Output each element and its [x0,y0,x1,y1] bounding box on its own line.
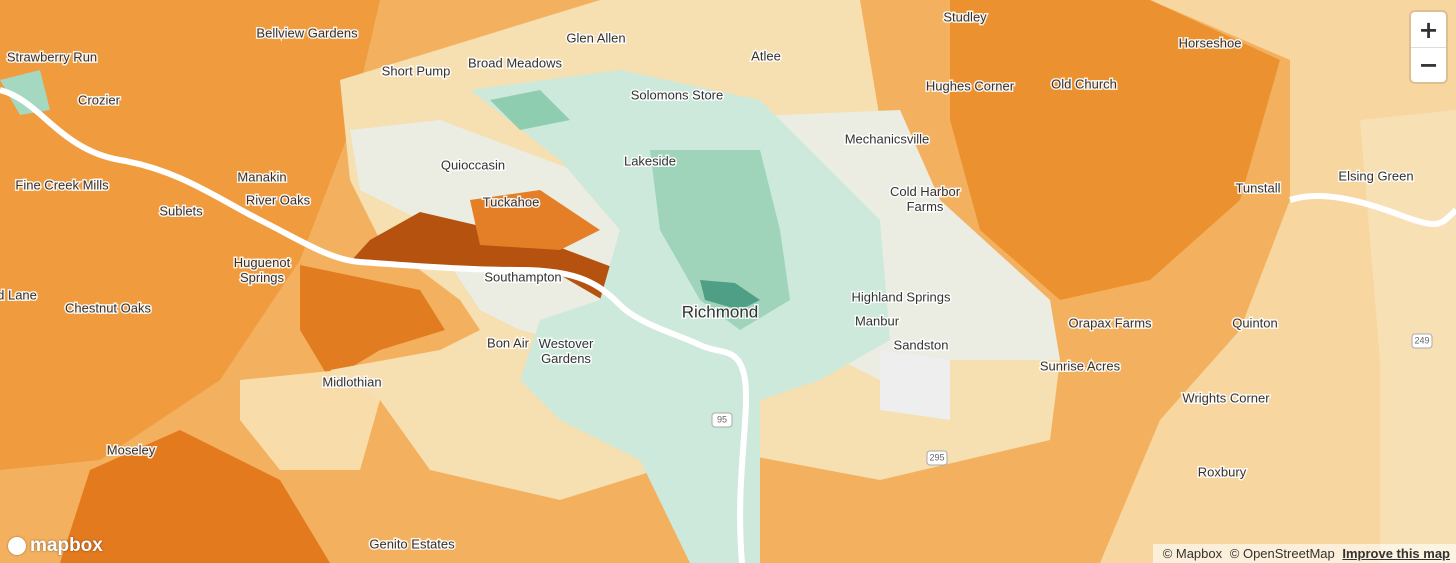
region [950,0,1280,300]
place-label-line: Farms [907,199,944,214]
region [350,212,620,310]
place-label-line: Westover [539,336,594,351]
attribution-link[interactable]: © OpenStreetMap [1229,546,1335,561]
region [470,70,890,563]
place-label: Sunrise Acres [1040,358,1121,373]
city-label: Richmond [682,302,759,321]
place-label: Crozier [78,92,121,107]
place-label: Glen Allen [566,30,625,45]
mapbox-logo[interactable]: mapbox [8,535,103,557]
shield-label: 249 [1414,335,1429,345]
place-label: Tunstall [1235,180,1280,195]
place-label: Mechanicsville [845,131,930,146]
region [880,350,950,420]
place-label: Bellview Gardens [256,25,358,40]
attribution: © Mapbox © OpenStreetMap Improve this ma… [1152,544,1456,563]
place-label: Manbur [855,313,900,328]
region [490,90,570,130]
shield-label: 95 [717,414,727,424]
place-label: Solomons Store [631,87,724,102]
place-label: Orapax Farms [1068,315,1152,330]
logo-text: mapbox [30,535,103,556]
shield-label: 295 [929,452,944,462]
place-label: Manakin [237,169,286,184]
place-label: Elsing Green [1338,168,1413,183]
region [240,370,380,470]
place-label-line: Springs [240,270,285,285]
place-label: Old Church [1051,76,1117,91]
place-label: Short Pump [382,63,451,78]
attribution-link[interactable]: © Mapbox [1162,546,1223,561]
region [700,280,760,310]
place-label: Tuckahoe [483,194,540,209]
place-label: Hughes Corner [926,78,1015,93]
place-label-line: Cold Harbor [890,184,961,199]
place-label: Cold Harbor Farms [890,184,961,214]
place-label: Roxbury [1198,464,1247,479]
place-label: Sublets [159,203,203,218]
place-label: Bon Air [487,335,530,350]
region [0,70,50,115]
place-label: Moseley [107,442,156,457]
place-label: Sandston [894,337,949,352]
place-label: Quioccasin [441,157,505,172]
attribution-link[interactable]: Improve this map [1342,546,1450,561]
region [300,265,445,380]
place-label: Fine Creek Mills [15,177,109,192]
logo-icon [8,537,26,555]
river [0,87,750,563]
zoom-out[interactable]: − [1411,47,1446,82]
place-label: Strawberry Run [7,49,97,64]
region [0,0,380,470]
region [650,150,790,330]
place-label: Horseshoe [1179,35,1242,50]
place-label: Chestnut Oaks [65,300,151,315]
region [470,190,600,250]
place-label-line: Huguenot [234,255,291,270]
place-label: River Oaks [246,192,311,207]
place-label: Wrights Corner [1182,390,1270,405]
place-label: Westover Gardens [539,336,594,366]
place-label: Genito Estates [369,536,455,551]
shield-bg [926,450,948,466]
river [1289,192,1456,228]
place-label: Southampton [484,269,561,284]
zoom-control: + − [1411,12,1446,82]
place-label: Broad Meadows [468,55,562,70]
zoom-in[interactable]: + [1411,12,1446,47]
place-label: Midlothian [322,374,381,389]
place-label: Quinton [1232,315,1278,330]
place-label: Huguenot Springs [234,255,291,285]
place-label: Atlee [751,48,781,63]
place-label: Studley [943,9,987,24]
place-label: d Lane [0,287,37,302]
region [60,430,330,563]
place-label: Highland Springs [851,289,951,304]
shield-bg [1411,333,1433,349]
place-label-line: Gardens [541,351,591,366]
place-label: Lakeside [624,153,676,168]
shield-bg [711,412,733,428]
